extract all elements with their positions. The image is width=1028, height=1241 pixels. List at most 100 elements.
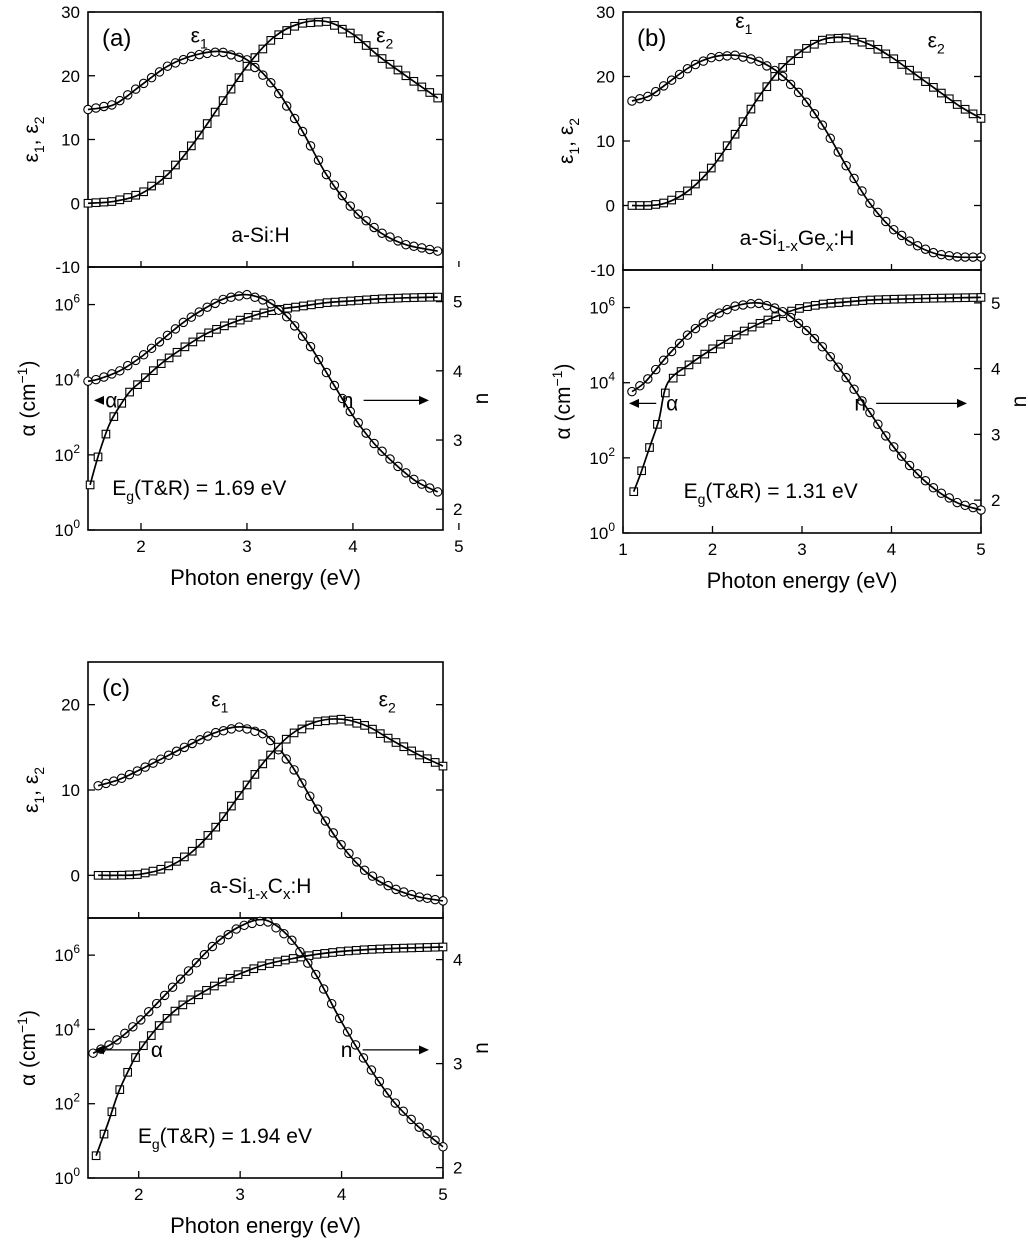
α-point [676, 367, 686, 376]
ε2-fit-line [87, 19, 439, 205]
y-tick-label: 10 [61, 781, 80, 800]
series-label: ε1 [191, 25, 208, 52]
y-log-tick-label: 100 [54, 517, 80, 540]
n-point [279, 928, 289, 939]
n-point [255, 916, 265, 927]
y-log-tick-label: 100 [54, 1165, 80, 1188]
ε2-point [976, 114, 986, 123]
y2-tick-label: 2 [991, 491, 1000, 510]
y2-tick-label: 4 [991, 360, 1000, 379]
x-tick-label: 2 [134, 1185, 143, 1204]
right-arrowhead [957, 398, 967, 408]
series-ε2 [93, 714, 448, 880]
y-log-tick-label: 104 [589, 370, 615, 393]
y2-tick-label: 2 [453, 1159, 462, 1178]
ε2-point [438, 761, 448, 771]
ε2-fit-line [98, 718, 444, 877]
x-tick-label: 4 [348, 537, 357, 556]
alpha-label: α [666, 392, 678, 415]
y-log-tick-label: 106 [589, 295, 615, 318]
n-fit-line [631, 301, 982, 511]
y-log-tick-label: 104 [54, 367, 80, 390]
ε2-point [675, 191, 684, 200]
panel-a: 2 3 4 5 Photon energy (eV) -10 0 10 20 30 ε1, ε2 10… [14, 3, 493, 590]
panel-label: (c) [102, 675, 130, 702]
n-label: n [342, 389, 354, 412]
material-label: a-Si1-xCx:H [210, 875, 312, 903]
left-arrowhead [629, 398, 639, 408]
y-log-tick-label: 104 [54, 1016, 80, 1039]
y-tick-label: 0 [606, 197, 615, 216]
ε2-point [274, 742, 283, 752]
y-tick-label: 0 [71, 194, 80, 213]
n-point [627, 386, 637, 397]
bottom-y-axis-label: α (cm−1) [14, 361, 40, 437]
y2-tick-label: 5 [453, 293, 462, 312]
panel-b: 1 2 3 4 5 Photon energy (eV) -10 0 10 20 30 ε1, ε2 1… [549, 3, 1028, 593]
ε1-point [242, 724, 252, 734]
series-α [91, 942, 448, 1161]
gap-annotation: Eg(T&R) = 1.31 eV [684, 480, 858, 507]
series-label: ε2 [928, 29, 945, 56]
top-y-axis-label: ε1, ε2 [20, 767, 47, 813]
n-point [88, 1048, 98, 1058]
bottom-y2-axis-label: n [470, 1042, 493, 1054]
x-tick-label: 4 [887, 540, 896, 559]
left-arrowhead [94, 1045, 104, 1055]
bottom-y-axis-label: α (cm−1) [14, 1010, 40, 1086]
bottom-y2-axis-label: n [1008, 396, 1028, 408]
ε2-point [155, 175, 164, 185]
panel-label: (a) [102, 25, 131, 52]
y2-tick-label: 4 [453, 951, 462, 970]
ε2-point [328, 715, 338, 725]
series-n [83, 289, 443, 497]
x-tick-label: 2 [136, 537, 145, 556]
series-ε2 [83, 17, 443, 208]
alpha-label: α [151, 1039, 163, 1062]
α-point [668, 373, 678, 383]
n-point [432, 487, 443, 497]
x-axis-label: Photon energy (eV) [707, 568, 898, 593]
α-point [85, 480, 95, 490]
y-tick-label: 0 [71, 866, 80, 885]
y-log-tick-label: 102 [54, 1091, 80, 1114]
ε2-point [314, 17, 323, 27]
y-log-tick-label: 102 [589, 445, 615, 468]
series-label: ε2 [376, 25, 393, 52]
ε1-fit-line [97, 726, 444, 902]
n-fit-line [92, 918, 444, 1148]
alpha-label: α [105, 389, 117, 412]
y2-tick-label: 3 [991, 425, 1000, 444]
y-tick-label: 10 [596, 132, 615, 151]
x-tick-label: 5 [454, 537, 463, 556]
panel-c: 2 3 4 5 Photon energy (eV) 0 10 20 ε1, ε2 100 102 1… [14, 661, 493, 1238]
y2-tick-label: 2 [453, 500, 462, 519]
x-tick-label: 5 [438, 1185, 447, 1204]
gap-annotation: Eg(T&R) = 1.94 eV [138, 1125, 312, 1152]
x-tick-label: 3 [797, 540, 806, 559]
n-label: n [854, 392, 866, 415]
ε2-point [258, 44, 268, 54]
series-label: ε2 [379, 688, 396, 715]
n-label: n [341, 1039, 353, 1062]
y2-tick-label: 4 [453, 362, 462, 381]
left-arrowhead [94, 395, 104, 405]
gap-annotation: Eg(T&R) = 1.69 eV [112, 477, 286, 504]
series-ε1 [83, 47, 443, 256]
y-tick-label: 20 [61, 696, 80, 715]
y2-tick-label: 5 [991, 294, 1000, 313]
material-label: a-Si1-xGex:H [740, 227, 855, 255]
y-tick-label: 20 [596, 68, 615, 87]
x-tick-label: 5 [976, 540, 985, 559]
ε2-fit-line [631, 36, 982, 207]
right-arrowhead [419, 395, 429, 405]
series-ε2 [627, 33, 986, 210]
ε2-point [833, 33, 843, 43]
y-log-tick-label: 100 [589, 520, 615, 543]
x-axis-label: Photon energy (eV) [170, 1213, 361, 1238]
ε1-point [258, 70, 268, 80]
y-tick-label: 10 [61, 131, 80, 150]
y-tick-label: 30 [61, 3, 80, 22]
panel-label: (b) [637, 25, 666, 52]
top-y-axis-label: ε1, ε2 [555, 118, 582, 164]
